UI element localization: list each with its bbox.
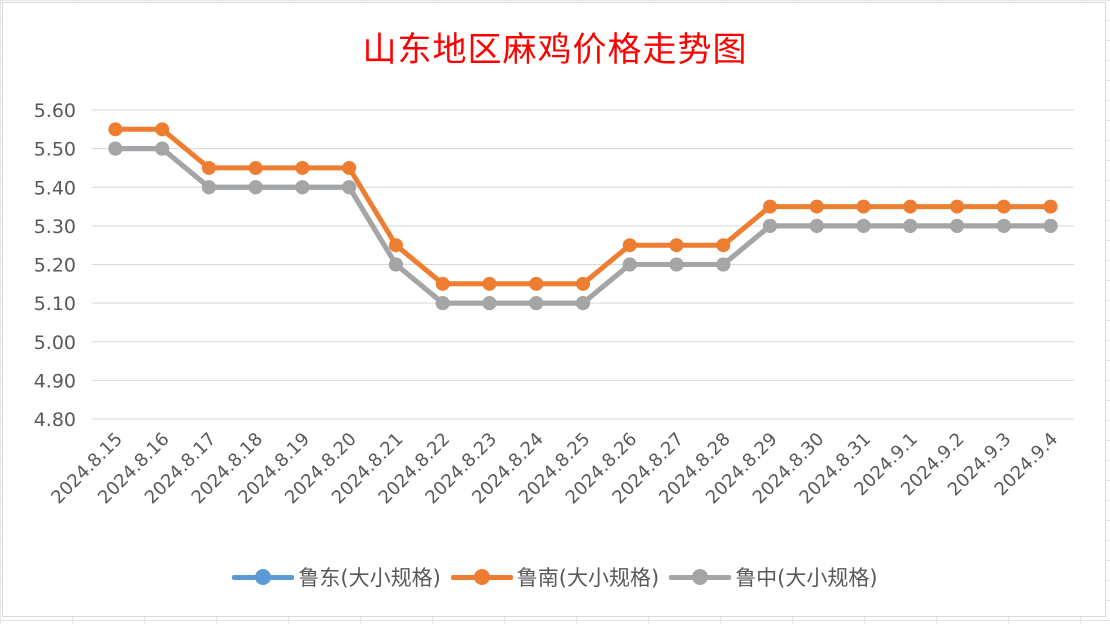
data-point-2-4 bbox=[295, 180, 310, 195]
chart-title: 山东地区麻鸡价格走势图 bbox=[362, 30, 748, 70]
y-tick-label-7: 5.50 bbox=[34, 139, 76, 161]
data-point-2-8 bbox=[482, 296, 497, 311]
data-point-1-7 bbox=[435, 276, 450, 291]
data-point-2-1 bbox=[155, 141, 170, 156]
legend-item-2[interactable]: 鲁中(大小规格) bbox=[669, 562, 878, 592]
data-point-2-2 bbox=[201, 180, 216, 195]
legend-label-0: 鲁东(大小规格) bbox=[298, 566, 441, 590]
data-point-2-12 bbox=[669, 257, 684, 272]
x-axis-ticks: 2024.8.152024.8.162024.8.172024.8.182024… bbox=[47, 429, 1062, 509]
data-point-2-10 bbox=[576, 296, 590, 311]
legend-swatch-2 bbox=[669, 569, 732, 585]
data-point-1-17 bbox=[903, 199, 918, 214]
data-point-1-2 bbox=[201, 160, 216, 175]
data-point-2-0 bbox=[108, 141, 123, 156]
data-point-2-15 bbox=[809, 218, 824, 233]
data-point-2-13 bbox=[716, 257, 731, 272]
data-point-1-1 bbox=[155, 122, 170, 137]
legend: 鲁东(大小规格) 鲁南(大小规格) 鲁中(大小规格) bbox=[0, 562, 1110, 592]
data-point-1-15 bbox=[809, 199, 824, 214]
data-point-1-12 bbox=[669, 238, 684, 253]
data-point-1-19 bbox=[996, 199, 1011, 214]
data-point-2-9 bbox=[529, 296, 544, 311]
data-point-1-8 bbox=[482, 276, 497, 291]
y-tick-label-4: 5.20 bbox=[34, 255, 76, 277]
data-point-1-0 bbox=[108, 122, 123, 137]
data-point-1-20 bbox=[1043, 199, 1058, 214]
y-tick-label-5: 5.30 bbox=[34, 216, 76, 238]
data-point-1-14 bbox=[763, 199, 778, 214]
y-tick-label-3: 5.10 bbox=[34, 293, 76, 315]
data-point-2-18 bbox=[950, 218, 965, 233]
data-point-1-6 bbox=[388, 238, 403, 253]
data-point-2-17 bbox=[903, 218, 918, 233]
legend-item-0[interactable]: 鲁东(大小规格) bbox=[232, 562, 441, 592]
data-point-1-18 bbox=[950, 199, 965, 214]
y-tick-label-0: 4.80 bbox=[34, 409, 76, 431]
legend-marker-0 bbox=[255, 569, 272, 585]
series-lines bbox=[108, 122, 1058, 311]
data-point-2-11 bbox=[622, 257, 637, 272]
legend-label-1: 鲁南(大小规格) bbox=[516, 566, 660, 590]
legend-swatch-1 bbox=[450, 569, 513, 585]
y-tick-label-1: 4.90 bbox=[34, 370, 76, 392]
data-point-2-3 bbox=[248, 180, 263, 195]
legend-marker-1 bbox=[473, 569, 490, 585]
legend-item-1[interactable]: 鲁南(大小规格) bbox=[450, 562, 660, 592]
data-point-1-5 bbox=[342, 160, 357, 175]
data-point-1-16 bbox=[856, 199, 871, 214]
y-tick-label-6: 5.40 bbox=[34, 177, 76, 199]
y-axis-ticks: 4.80 4.90 5.00 5.10 5.20 5.30 5.40 5.50 5.60 bbox=[34, 100, 76, 431]
y-tick-label-2: 5.00 bbox=[34, 332, 76, 354]
data-point-1-10 bbox=[576, 276, 590, 291]
data-point-2-6 bbox=[388, 257, 403, 272]
data-point-2-16 bbox=[856, 218, 871, 233]
data-point-2-5 bbox=[342, 180, 357, 195]
legend-label-2: 鲁中(大小规格) bbox=[735, 566, 878, 590]
gridlines bbox=[92, 109, 1074, 420]
legend-swatch-0 bbox=[232, 569, 295, 585]
y-tick-label-8: 5.60 bbox=[34, 100, 76, 122]
data-point-2-7 bbox=[435, 296, 450, 311]
data-point-1-13 bbox=[716, 238, 731, 253]
data-point-1-9 bbox=[529, 276, 544, 291]
data-point-1-11 bbox=[622, 238, 637, 253]
data-point-2-20 bbox=[1043, 218, 1058, 233]
legend-marker-2 bbox=[692, 569, 709, 585]
data-point-1-3 bbox=[248, 160, 263, 175]
data-point-2-19 bbox=[996, 218, 1011, 233]
data-point-1-4 bbox=[295, 160, 310, 175]
data-point-2-14 bbox=[763, 218, 778, 233]
